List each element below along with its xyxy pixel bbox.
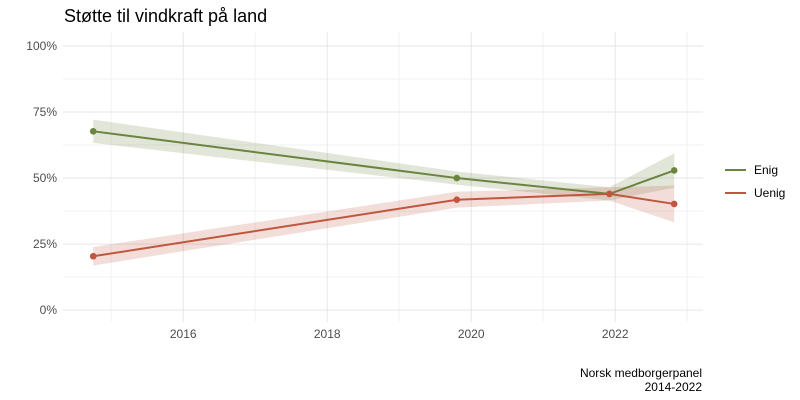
y-tick-label: 50%	[33, 171, 57, 185]
confidence-band-enig	[93, 119, 675, 201]
point-enig	[670, 167, 678, 174]
x-tick-label: 2018	[314, 327, 341, 341]
x-tick-label: 2016	[170, 327, 197, 341]
point-uenig	[606, 190, 613, 198]
legend-label-uenig: Uenig	[754, 186, 785, 200]
caption-line-2: 2014-2022	[644, 380, 702, 394]
point-uenig	[89, 252, 97, 260]
confidence-band-uenig	[93, 185, 675, 266]
line-enig	[93, 130, 675, 195]
y-tick-label: 100%	[26, 39, 57, 53]
x-tick-label: 2020	[458, 327, 485, 341]
point-enig	[89, 128, 97, 135]
caption-line-1: Norsk medborgerpanel	[579, 366, 702, 380]
point-uenig	[670, 200, 678, 208]
point-enig	[453, 174, 461, 182]
point-uenig	[453, 196, 461, 204]
y-tick-label: 25%	[33, 237, 57, 251]
caption: Norsk medborgerpanel 2014-2022	[580, 366, 702, 394]
y-tick-label: 0%	[40, 303, 58, 317]
x-tick-label: 2022	[602, 327, 629, 341]
chart-title: Støtte til vindkraft på land	[64, 6, 268, 26]
line-uenig	[93, 192, 675, 258]
legend-label-enig: Enig	[754, 163, 778, 177]
y-tick-label: 75%	[33, 105, 57, 119]
